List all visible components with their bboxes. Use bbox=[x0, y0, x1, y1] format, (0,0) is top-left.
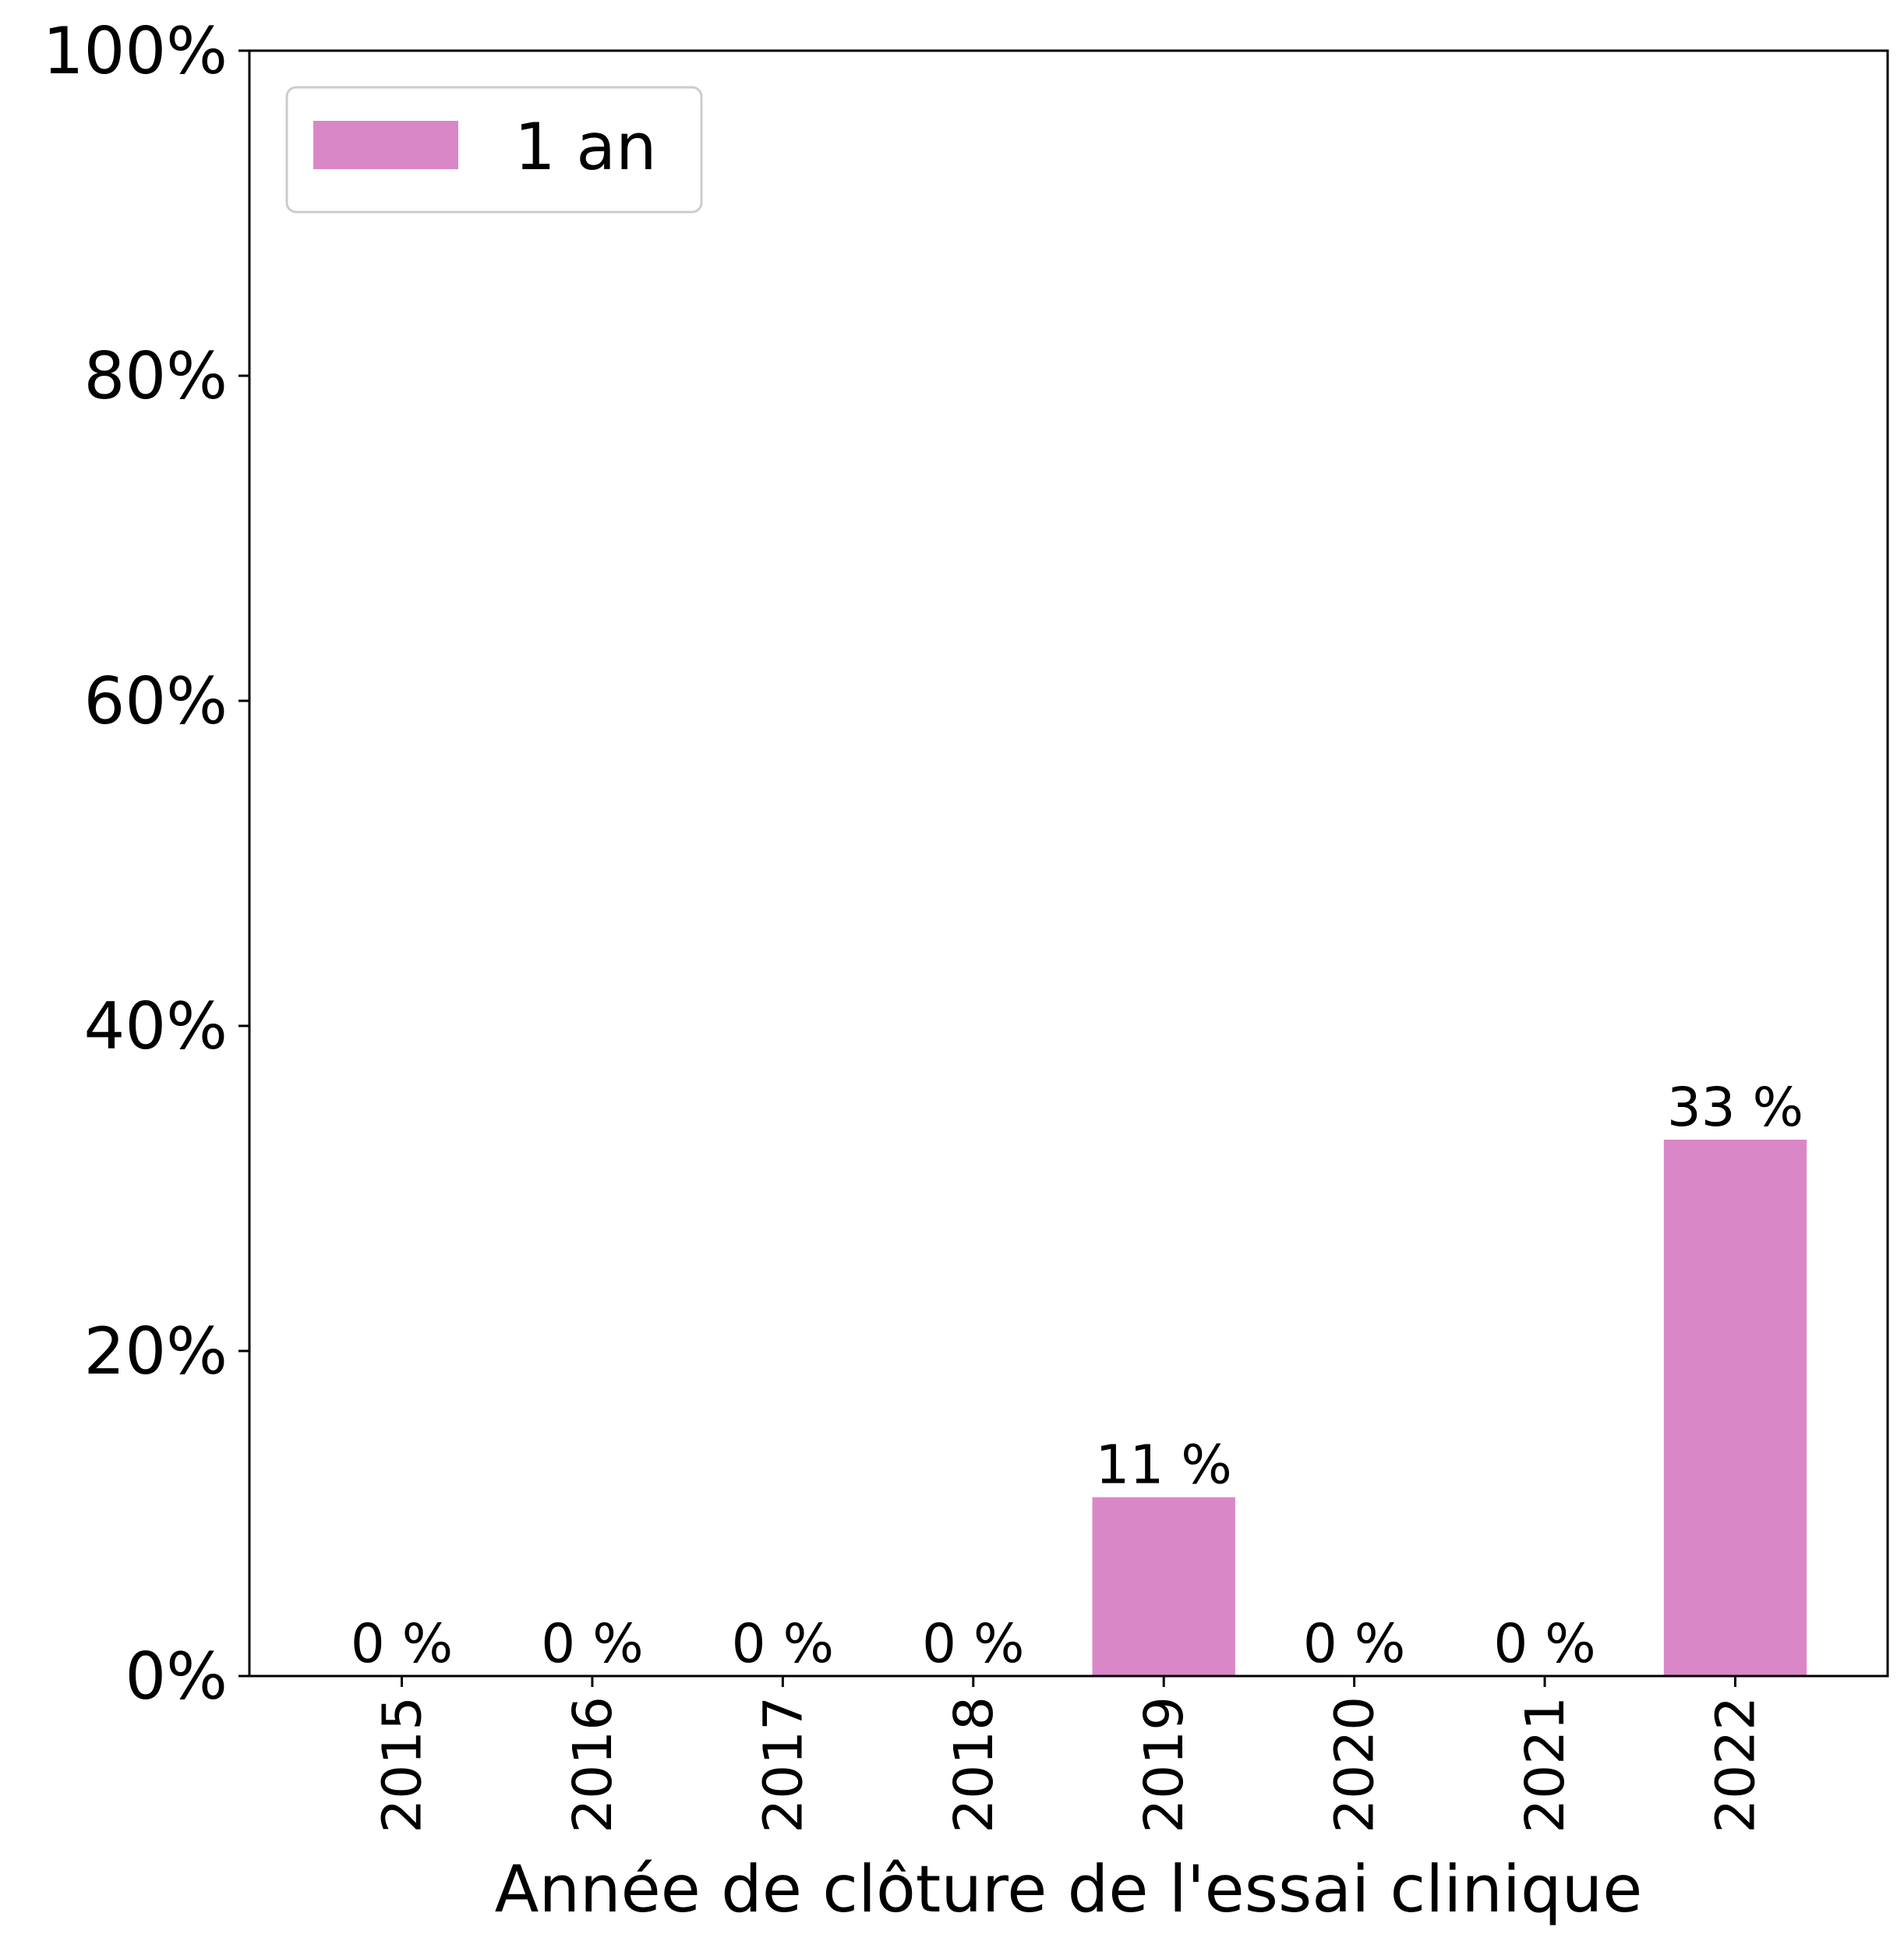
bars-group bbox=[1092, 1139, 1807, 1676]
x-tick-label: 2017 bbox=[752, 1696, 814, 1834]
x-tick-label: 2021 bbox=[1514, 1696, 1577, 1834]
x-axis-label: Année de clôture de l'essai clinique bbox=[495, 1851, 1643, 1927]
y-tick-label: 60% bbox=[84, 663, 228, 739]
y-tick-label: 40% bbox=[84, 988, 228, 1064]
legend-entry-label: 1 an bbox=[514, 109, 657, 185]
bar-2022 bbox=[1663, 1139, 1807, 1676]
legend-box bbox=[285, 86, 703, 214]
legend-swatch bbox=[313, 121, 458, 169]
data-labels-group: 0 % 0 % 0 % 0 % 11 % 0 % 0 % 33 % bbox=[351, 1077, 1803, 1675]
x-tick-label: 2019 bbox=[1133, 1696, 1196, 1834]
data-label-2020: 0 % bbox=[1303, 1613, 1405, 1675]
y-tick-label: 100% bbox=[43, 13, 228, 89]
y-axis: 0% 20% 40% 60% 80% 100% bbox=[43, 13, 249, 1714]
x-tick-label: 2015 bbox=[372, 1696, 434, 1834]
plot-frame bbox=[248, 49, 1889, 1678]
y-tick-label: 80% bbox=[84, 338, 228, 414]
bar-2019 bbox=[1092, 1497, 1235, 1676]
data-label-2018: 0 % bbox=[922, 1613, 1024, 1675]
x-tick-label: 2018 bbox=[943, 1696, 1005, 1834]
data-label-2021: 0 % bbox=[1493, 1613, 1595, 1675]
x-tick-label: 2020 bbox=[1324, 1696, 1386, 1834]
data-label-2019: 11 % bbox=[1096, 1434, 1232, 1497]
x-axis: 2015 2016 2017 2018 2019 2020 2021 2022 bbox=[372, 1676, 1767, 1834]
data-label-2016: 0 % bbox=[541, 1613, 643, 1675]
y-tick-label: 0% bbox=[125, 1639, 228, 1714]
data-label-2022: 33 % bbox=[1667, 1077, 1803, 1139]
data-label-2017: 0 % bbox=[732, 1613, 834, 1675]
x-tick-label: 2022 bbox=[1704, 1696, 1767, 1834]
data-label-2015: 0 % bbox=[351, 1613, 453, 1675]
x-tick-label: 2016 bbox=[562, 1696, 624, 1834]
y-tick-label: 20% bbox=[84, 1314, 228, 1389]
legend: 1 an bbox=[285, 86, 703, 214]
